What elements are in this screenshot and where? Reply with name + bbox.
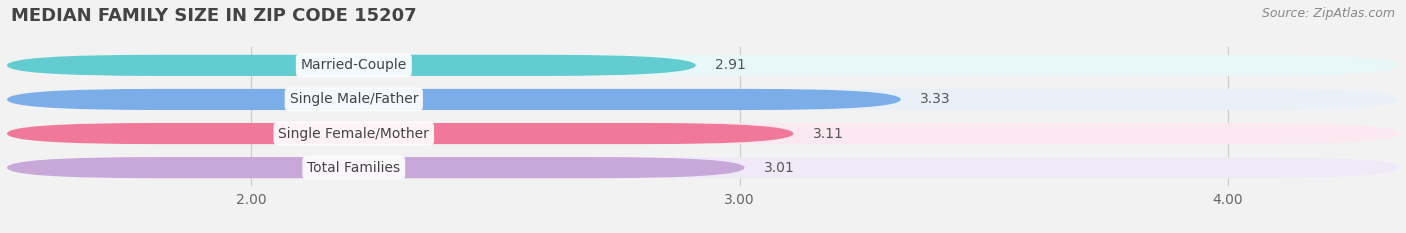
Text: 3.01: 3.01 <box>763 161 794 175</box>
FancyBboxPatch shape <box>7 157 1399 178</box>
FancyBboxPatch shape <box>7 123 793 144</box>
FancyBboxPatch shape <box>7 89 901 110</box>
Text: MEDIAN FAMILY SIZE IN ZIP CODE 15207: MEDIAN FAMILY SIZE IN ZIP CODE 15207 <box>11 7 416 25</box>
Text: Single Female/Mother: Single Female/Mother <box>278 127 429 140</box>
FancyBboxPatch shape <box>7 123 1399 144</box>
Text: 3.33: 3.33 <box>921 93 950 106</box>
FancyBboxPatch shape <box>7 89 1399 110</box>
Text: 3.11: 3.11 <box>813 127 844 140</box>
Text: Single Male/Father: Single Male/Father <box>290 93 418 106</box>
Text: 2.91: 2.91 <box>716 58 747 72</box>
Text: Total Families: Total Families <box>308 161 401 175</box>
Text: Source: ZipAtlas.com: Source: ZipAtlas.com <box>1261 7 1395 20</box>
FancyBboxPatch shape <box>7 55 1399 76</box>
FancyBboxPatch shape <box>7 157 745 178</box>
Text: Married-Couple: Married-Couple <box>301 58 406 72</box>
FancyBboxPatch shape <box>7 55 696 76</box>
